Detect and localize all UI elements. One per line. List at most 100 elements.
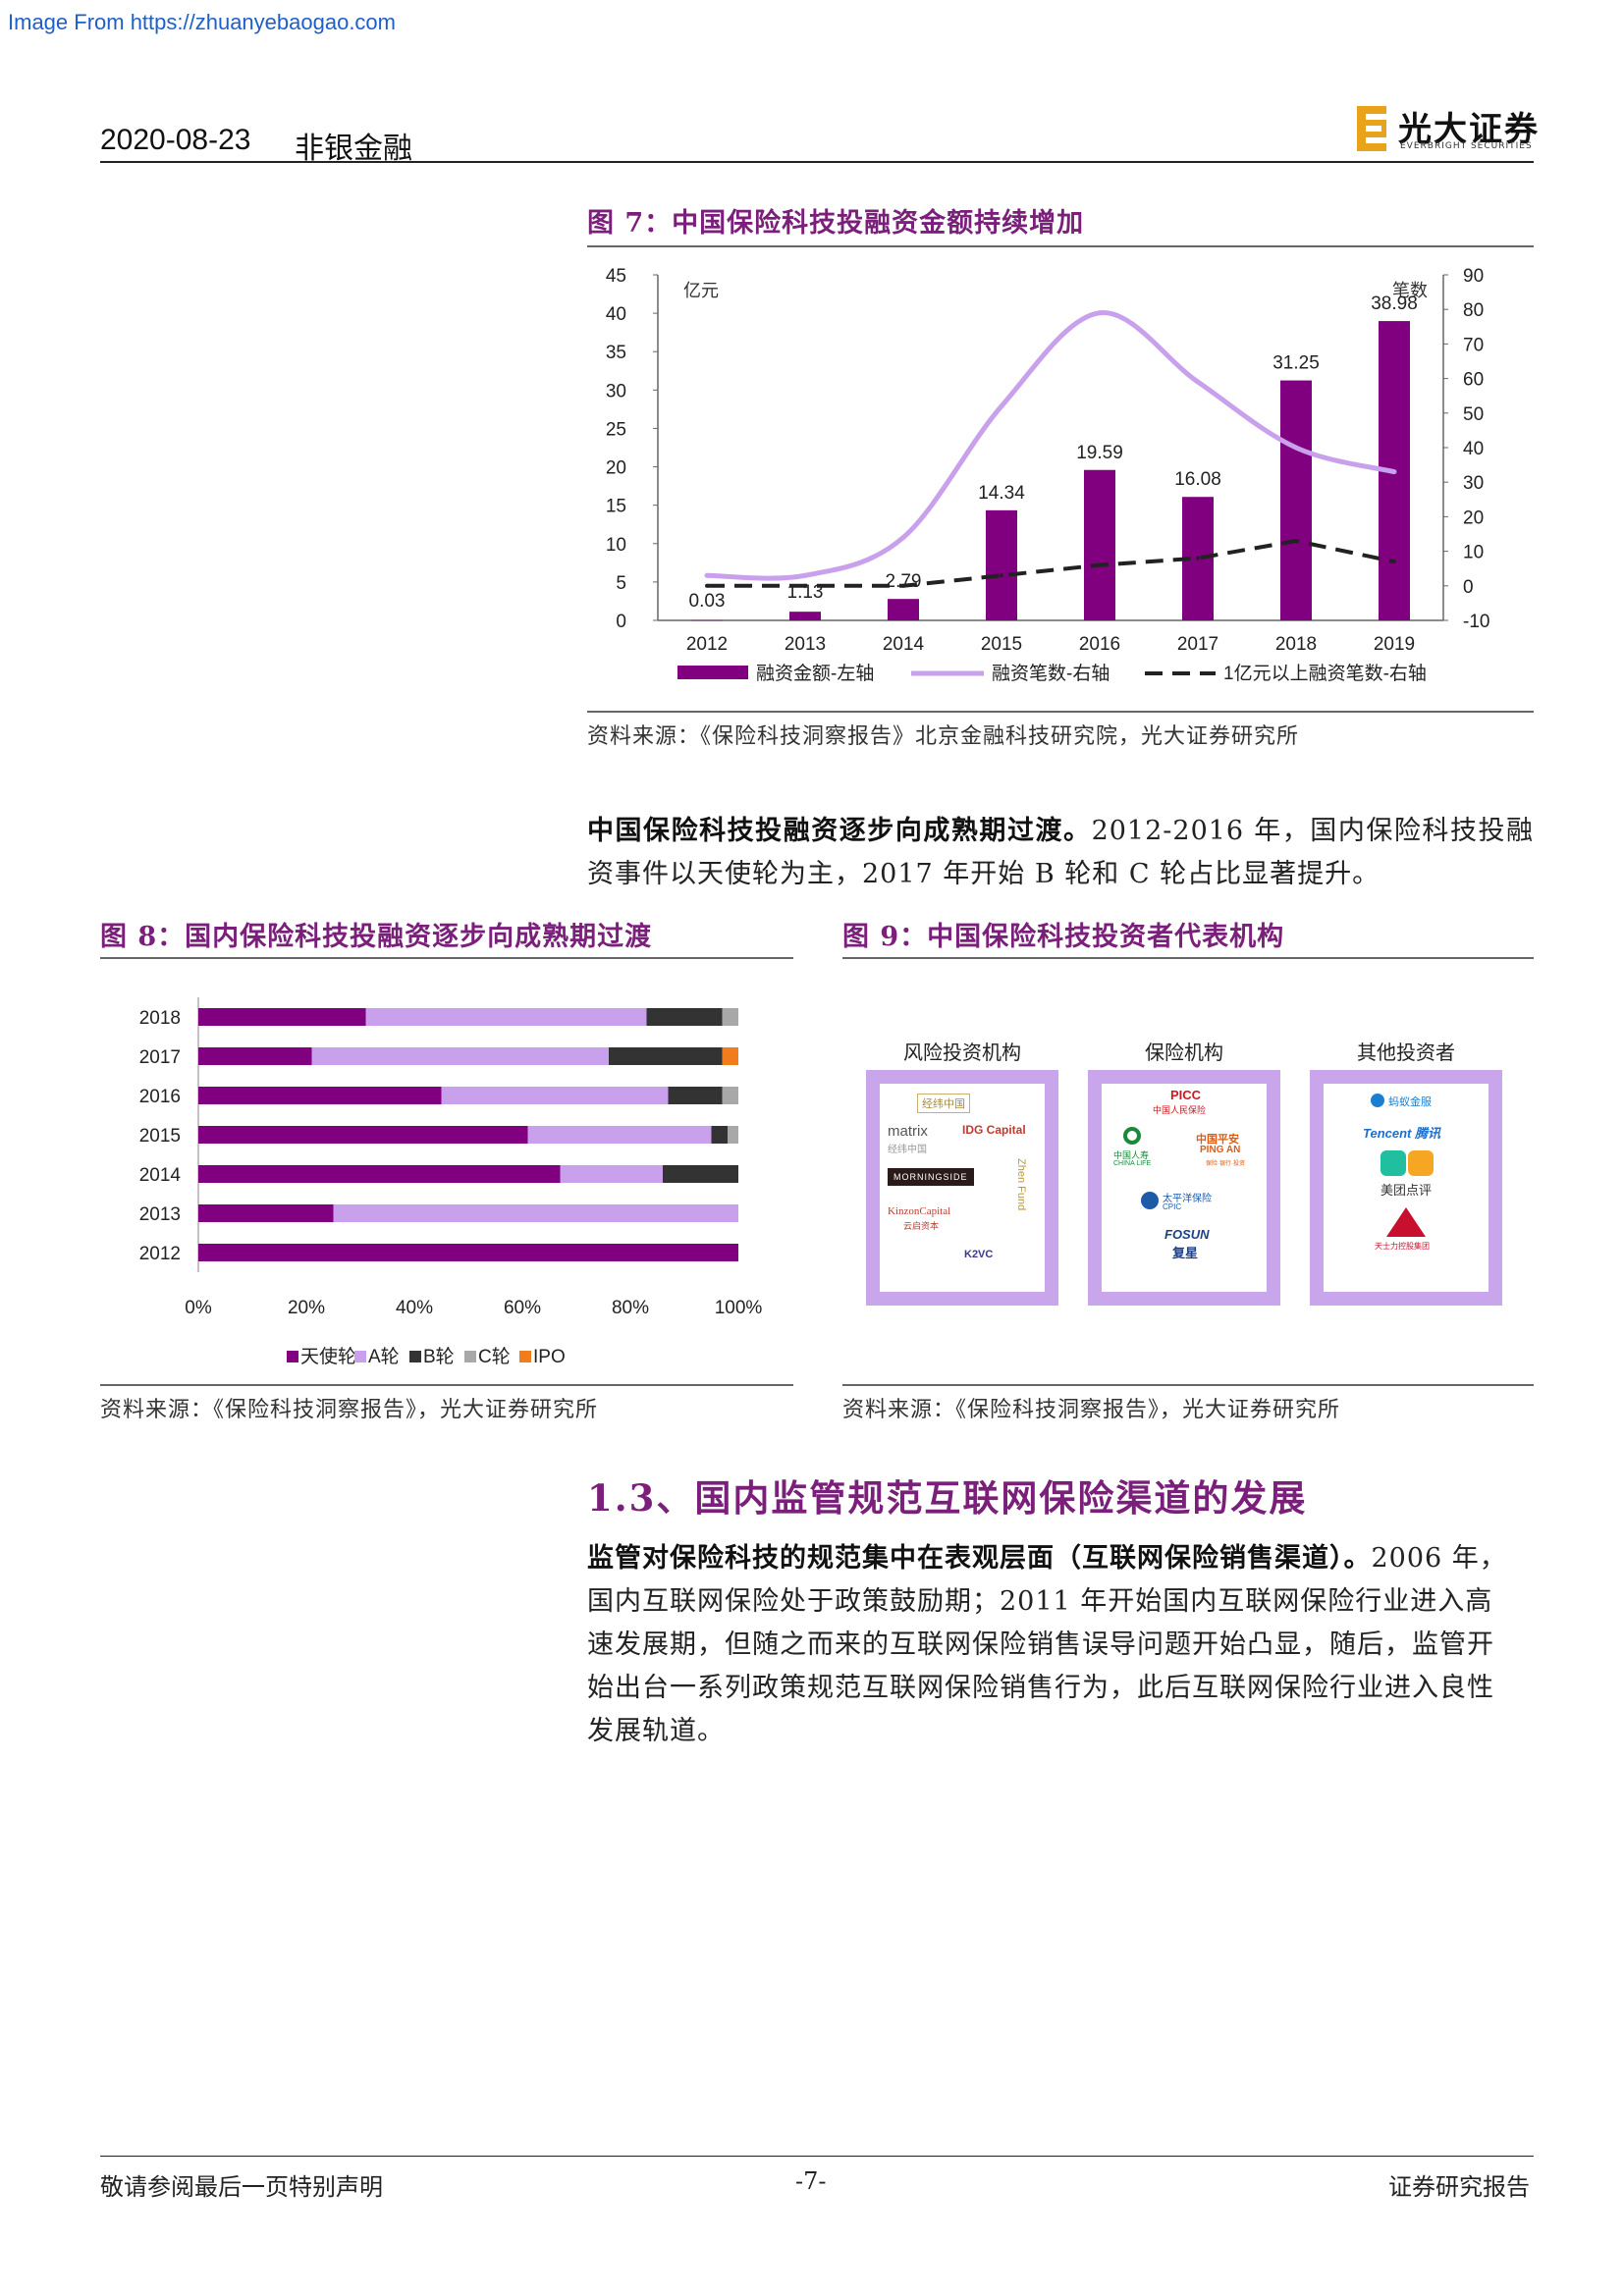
para-regulation-line-3: 速发展期，但随之而来的互联网保险销售误导问题开始凸显，随后，监管开 (587, 1629, 1494, 1660)
point-deal-count-2016 (1097, 310, 1103, 316)
para-regulation: 监管对保险科技的规范集中在表观层面（互联网保险销售渠道）。2006 年， 国内互… (587, 1537, 1534, 1753)
legend-label-deal-count: 融资笔数-右轴 (992, 663, 1110, 684)
right-tick-label: 80 (1463, 300, 1484, 321)
y-tick-label: 2018 (139, 1008, 181, 1029)
logo-idg: IDG Capital (962, 1123, 1026, 1137)
x-tick-label: 2018 (1275, 634, 1317, 655)
right-unit-label: 笔数 (1392, 281, 1428, 300)
bar-2013-A轮 (333, 1204, 738, 1222)
para-maturity-lead: 中国保险科技投融资逐步向成熟期过渡。 (587, 816, 1092, 846)
logo-pingan-en: PING AN (1200, 1145, 1241, 1155)
legend-swatch-B轮 (409, 1351, 421, 1362)
logo-zhenfund: Zhen Fund (1015, 1158, 1027, 1211)
bar-value-label-2017: 16.08 (1174, 469, 1221, 490)
china-life-icon (1123, 1127, 1141, 1145)
watermark-text: Image From https://zhuanyebaogao.com (8, 10, 396, 34)
bar-value-label-2014: 2.79 (886, 571, 922, 592)
bar-2018-B轮 (646, 1008, 723, 1026)
logo-tencent: Tencent 腾讯 (1363, 1126, 1440, 1141)
point-large-deal-2014 (901, 583, 905, 588)
bar-2016-C轮 (722, 1087, 738, 1104)
line-deal-count (706, 310, 1395, 581)
section-title: 1.3、国内监管规范互联网保险渠道的发展 (587, 1476, 1308, 1520)
bar-2015-天使轮 (198, 1126, 528, 1144)
x-tick-label: 60% (504, 1298, 541, 1318)
bar-2012-天使轮 (198, 1244, 738, 1261)
brand-english: EVERBRIGHT SECURITIES (1400, 141, 1533, 151)
logo-kinzon-cn: 云启资本 (903, 1221, 940, 1231)
logo-ant-financial: 蚂蚁金服 (1388, 1096, 1432, 1108)
logo-pingan: 中国平安 (1196, 1134, 1239, 1146)
bar-2014-A轮 (560, 1165, 663, 1183)
right-tick-label: 60 (1463, 370, 1484, 391)
left-tick-label: 40 (606, 304, 626, 325)
bar-2018 (1280, 380, 1312, 620)
legend-label-C轮: C轮 (478, 1346, 511, 1367)
footer-doc-type: 证券研究报告 (1388, 2173, 1530, 2201)
para-regulation-line-2: 国内互联网保险处于政策鼓励期；2011 年开始国内互联网保险行业进入高 (587, 1586, 1493, 1617)
point-large-deal-2015 (1000, 573, 1003, 578)
point-deal-count-2014 (900, 535, 906, 541)
brand-logo-icon (1357, 106, 1392, 151)
bar-value-label-2018: 31.25 (1272, 353, 1320, 374)
right-tick-label: -10 (1463, 612, 1489, 632)
x-tick-label: 100% (715, 1298, 763, 1318)
bar-2018-天使轮 (198, 1008, 366, 1026)
fig9-other-box: 蚂蚁金服 Tencent 腾讯 美团点评 天士力控股集团 (1310, 1070, 1502, 1306)
fig9-source: 资料来源：《保险科技洞察报告》，光大证券研究所 (842, 1398, 1341, 1422)
x-tick-label: 2013 (785, 634, 826, 655)
fig9-category-other: 其他投资者 (1357, 1041, 1455, 1064)
bar-2016-A轮 (441, 1087, 669, 1104)
fig8-title: 图 8：国内保险科技投融资逐步向成熟期过渡 (100, 922, 653, 952)
y-tick-label: 2014 (139, 1165, 182, 1186)
tasly-icon (1386, 1207, 1426, 1237)
fig7-chart: 0 5 10 15 20 25 30 35 40 45 -10 0 10 20 30 40 50 60 70 80 90… (606, 266, 1490, 684)
logo-meituan-dianping: 美团点评 (1380, 1183, 1433, 1198)
right-tick-label: 40 (1463, 439, 1484, 459)
y-tick-label: 2017 (139, 1047, 181, 1068)
logo-cpic-en: CPIC (1163, 1202, 1182, 1211)
bar-2012 (691, 619, 723, 621)
point-large-deal-2012 (705, 583, 709, 588)
right-tick-label: 20 (1463, 507, 1484, 528)
para-maturity-body: 2012-2016 年，国内保险科技投融资事件以天使轮为主，2017 年开始 B… (587, 816, 1535, 889)
bar-2014 (888, 599, 919, 620)
bar-2015-B轮 (711, 1126, 728, 1144)
legend-label-IPO: IPO (533, 1347, 566, 1367)
point-large-deal-2018 (1294, 539, 1298, 544)
bar-2014-B轮 (663, 1165, 738, 1183)
logo-picc-cn: 中国人民保险 (1153, 1105, 1207, 1115)
para-regulation-line-4: 始出台一系列政策规范互联网保险销售行为，此后互联网保险行业进入良性 (587, 1673, 1494, 1703)
left-tick-label: 35 (606, 343, 626, 363)
bar-2018-A轮 (365, 1008, 647, 1026)
logo-chinalife-en: CHINA LIFE (1113, 1160, 1152, 1167)
point-deal-count-2015 (999, 403, 1004, 409)
para-regulation-lead: 监管对保险科技的规范集中在表观层面（互联网保险销售渠道）。 (587, 1543, 1372, 1574)
bar-value-label-2016: 19.59 (1076, 443, 1123, 463)
legend-label-amount: 融资金额-左轴 (756, 663, 874, 684)
para-maturity: 中国保险科技投融资逐步向成熟期过渡。2012-2016 年，国内保险科技投融资事… (587, 810, 1534, 896)
bar-value-label-2013: 1.13 (787, 582, 824, 603)
meituan-icon (1408, 1150, 1434, 1176)
logo-fosun: FOSUN (1164, 1227, 1210, 1242)
x-tick-label: 20% (288, 1298, 325, 1318)
logo-pingan-slogan: 保险·银行·投资 (1206, 1161, 1245, 1167)
logo-tasly: 天士力控股集团 (1375, 1242, 1430, 1251)
bar-value-label-2019: 38.98 (1371, 294, 1418, 314)
x-tick-label: 2012 (686, 634, 728, 655)
left-tick-label: 20 (606, 458, 626, 479)
ant-financial-icon (1371, 1094, 1384, 1107)
fig8-chart: 2018 2017 2016 2015 2014 2013 2012 0% 20% 40% 60% 8… (139, 997, 763, 1367)
fig7-source-rule (587, 711, 1534, 713)
legend-label-B轮: B轮 (423, 1346, 455, 1367)
bar-2018-C轮 (722, 1008, 738, 1026)
logo-jingwei: 经纬中国 (917, 1094, 970, 1113)
point-deal-count-2018 (1293, 445, 1299, 451)
legend-swatch-A轮 (354, 1351, 366, 1362)
footer-disclaimer: 敬请参阅最后一页特别声明 (100, 2173, 383, 2201)
right-tick-label: 70 (1463, 335, 1484, 355)
fig7-source: 资料来源：《保险科技洞察报告》北京金融科技研究院，光大证券研究所 (587, 724, 1300, 749)
fig8-source-rule (100, 1384, 793, 1386)
x-tick-label: 2015 (981, 634, 1022, 655)
point-deal-count-2019 (1391, 469, 1397, 475)
